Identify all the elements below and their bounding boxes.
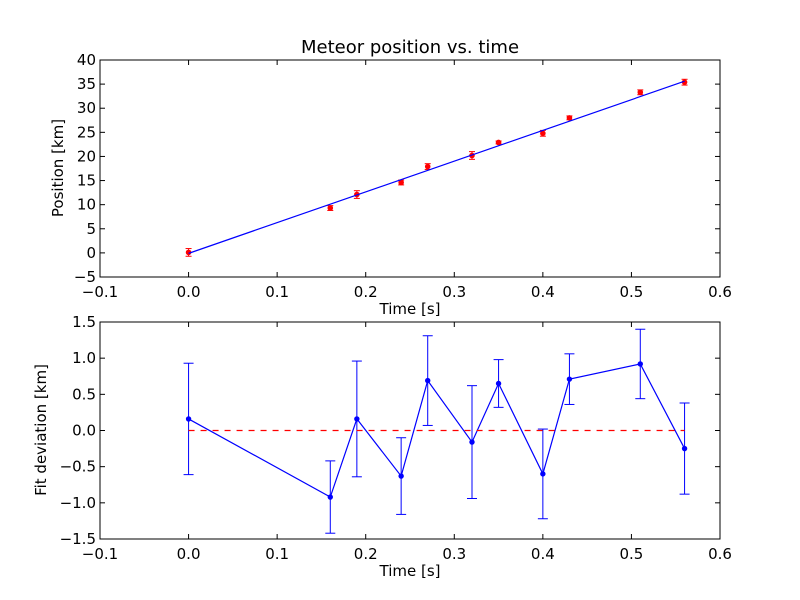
deviation-chart-ylabel: Fit deviation [km] [32, 364, 50, 496]
position-chart-data-point [398, 179, 404, 186]
position-chart-x-tick-label: 0.6 [708, 283, 732, 301]
position-chart-data-point [424, 163, 431, 170]
deviation-chart-x-tick-label: 0.1 [265, 545, 289, 563]
deviation-chart-data-point [327, 494, 333, 500]
deviation-chart: Time [s] Fit deviation [km] −0.1 0.0 0.1 0.… [32, 313, 732, 580]
deviation-chart-y-tick-label: −1.0 [60, 494, 96, 512]
deviation-chart-data-point [566, 376, 573, 382]
position-chart-data-point [566, 115, 573, 121]
deviation-chart-y-tick-label: 0.5 [72, 385, 96, 403]
position-chart-data-point [327, 205, 334, 211]
position-chart-y-tick-label: 20 [77, 147, 96, 165]
position-chart-xlabel: Time [s] [379, 300, 441, 318]
position-chart-y-tick-label: 30 [77, 99, 96, 117]
position-chart-data-point [637, 89, 644, 96]
position-chart-x-tick-label: 0.1 [265, 283, 289, 301]
deviation-chart-data-point [354, 416, 360, 422]
position-chart-y-tick-label: 25 [77, 123, 96, 141]
deviation-chart-data-point [398, 473, 404, 479]
position-chart-x-tick-label: 0.3 [442, 283, 466, 301]
deviation-chart-data-point [495, 380, 502, 387]
position-chart-y-tick-label: 10 [77, 196, 96, 214]
deviation-chart-x-tick-label: −0.1 [82, 545, 118, 563]
deviation-chart-data-point [425, 377, 431, 384]
position-chart-y-tick-label: −5 [74, 268, 96, 286]
deviation-chart-data-point [637, 361, 643, 367]
deviation-chart-x-tick-label: 0.6 [708, 545, 732, 563]
deviation-chart-x-tick-label: 0.3 [442, 545, 466, 563]
deviation-chart-data-point [469, 439, 475, 445]
position-chart-y-tick-label: 0 [86, 244, 96, 262]
deviation-chart-y-tick-label: −1.5 [60, 530, 96, 548]
deviation-chart-x-tick-label: 0.4 [531, 545, 555, 563]
position-chart-ylabel: Position [km] [49, 119, 67, 217]
position-chart-x-tick-label: 0.0 [177, 283, 201, 301]
deviation-chart-y-tick-label: −0.5 [60, 458, 96, 476]
position-chart: Meteor position vs. time Time [s] Positi… [49, 37, 732, 318]
position-chart-fit-line [188, 80, 685, 254]
deviation-chart-y-tick-label: 1.0 [72, 349, 96, 367]
deviation-chart-y-tick-label: 1.5 [72, 313, 96, 331]
deviation-chart-x-tick-label: 0.2 [354, 545, 378, 563]
deviation-chart-x-tick-label: 0.0 [177, 545, 201, 563]
position-chart-x-tick-label: −0.1 [82, 283, 118, 301]
deviation-chart-data-point [185, 416, 192, 422]
deviation-chart-xlabel: Time [s] [379, 562, 441, 580]
position-chart-y-tick-label: 5 [86, 220, 96, 238]
position-chart-x-tick-label: 0.4 [531, 283, 555, 301]
position-chart-y-tick-label: 15 [77, 172, 96, 190]
deviation-chart-data-point [681, 445, 688, 452]
position-chart-title: Meteor position vs. time [301, 37, 519, 58]
position-chart-x-tick-label: 0.5 [619, 283, 643, 301]
position-chart-data-point [495, 139, 502, 146]
position-chart-y-tick-label: 35 [77, 75, 96, 93]
deviation-chart-x-tick-label: 0.5 [619, 545, 643, 563]
deviation-chart-data-point [540, 471, 546, 477]
position-chart-data-point [540, 130, 546, 137]
position-chart-frame [99, 59, 721, 278]
deviation-chart-y-tick-label: 0.0 [72, 422, 96, 440]
position-chart-x-tick-label: 0.2 [354, 283, 378, 301]
position-chart-y-tick-label: 40 [77, 51, 96, 69]
